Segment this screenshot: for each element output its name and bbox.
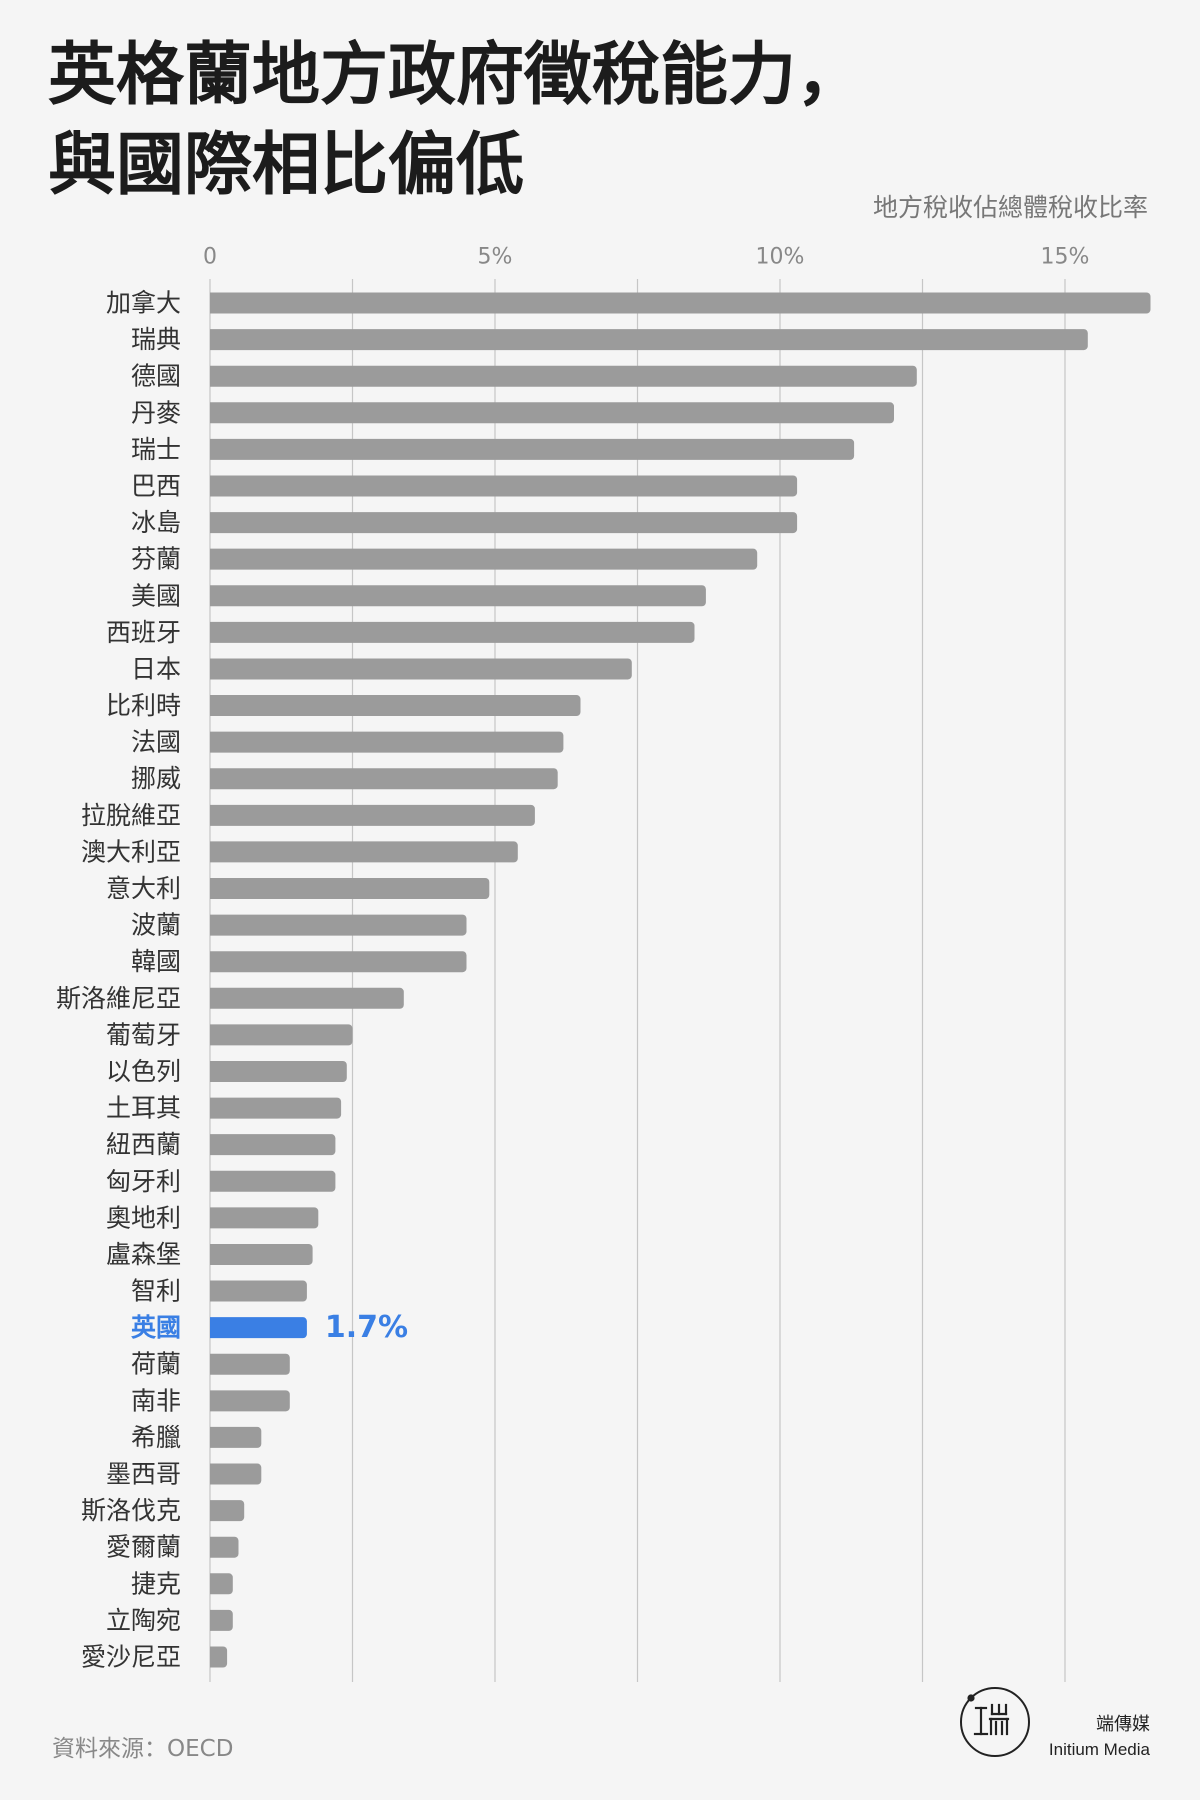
highlight-value-label: 1.7% xyxy=(325,1310,408,1345)
bar-25 xyxy=(210,1170,336,1192)
x-tick-label-3: 15% xyxy=(1041,245,1090,270)
category-label-33: 墨西哥 xyxy=(106,1460,181,1489)
category-label-20: 斯洛維尼亞 xyxy=(56,984,181,1013)
category-label-7: 冰島 xyxy=(131,508,181,537)
category-label-15: 拉脫維亞 xyxy=(81,801,181,830)
category-label-34: 斯洛伐克 xyxy=(81,1496,181,1525)
bar-37 xyxy=(210,1609,233,1631)
bar-15 xyxy=(210,804,535,826)
category-label-13: 法國 xyxy=(131,728,181,757)
chart-title-line-1: 英格蘭地方政府徵稅能力， xyxy=(48,36,865,115)
category-label-16: 澳大利亞 xyxy=(81,837,181,866)
bar-33 xyxy=(209,1463,262,1485)
bar-36 xyxy=(210,1573,233,1595)
category-label-1: 加拿大 xyxy=(106,289,181,318)
bar-5 xyxy=(210,438,855,460)
category-label-28: 智利 xyxy=(131,1277,181,1306)
category-label-32: 希臘 xyxy=(131,1423,181,1452)
bar-31 xyxy=(209,1390,290,1412)
category-label-23: 土耳其 xyxy=(106,1094,181,1123)
category-label-12: 比利時 xyxy=(106,691,181,720)
category-label-9: 美國 xyxy=(131,581,181,610)
bar-27 xyxy=(210,1243,313,1265)
bar-21 xyxy=(210,1024,353,1046)
bar-35 xyxy=(210,1536,239,1558)
brand-name-zh: 端傳媒 xyxy=(1096,1714,1150,1735)
category-label-19: 韓國 xyxy=(131,947,181,976)
bar-30 xyxy=(209,1353,290,1375)
category-label-37: 立陶宛 xyxy=(106,1606,181,1635)
x-tick-label-2: 10% xyxy=(756,245,805,270)
source-note: 資料來源：OECD xyxy=(52,1736,234,1762)
bar-11 xyxy=(210,658,632,680)
bar-10 xyxy=(210,621,695,643)
bar-32 xyxy=(209,1426,262,1448)
bar-4 xyxy=(210,402,894,424)
category-label-25: 匈牙利 xyxy=(106,1167,181,1196)
bar-24 xyxy=(210,1134,336,1156)
bar-34 xyxy=(210,1500,245,1522)
bar-29 xyxy=(210,1317,307,1339)
category-label-22: 以色列 xyxy=(106,1057,181,1086)
category-label-36: 捷克 xyxy=(131,1569,181,1598)
category-label-35: 愛爾蘭 xyxy=(106,1533,181,1562)
bar-6 xyxy=(210,475,798,497)
x-tick-label-1: 5% xyxy=(478,245,513,270)
chart-subtitle: 地方稅收佔總體稅收比率 xyxy=(872,193,1148,222)
bar-8 xyxy=(210,548,758,570)
category-label-21: 葡萄牙 xyxy=(106,1020,181,1049)
bar-12 xyxy=(210,695,581,717)
category-label-24: 紐西蘭 xyxy=(106,1130,181,1159)
category-label-5: 瑞士 xyxy=(131,435,181,464)
category-label-2: 瑞典 xyxy=(131,325,181,354)
category-label-3: 德國 xyxy=(131,362,181,391)
bar-13 xyxy=(210,731,564,753)
bar-16 xyxy=(210,841,518,863)
category-label-27: 盧森堡 xyxy=(106,1240,181,1269)
category-label-29: 英國 xyxy=(131,1313,181,1342)
bar-28 xyxy=(210,1280,307,1302)
category-label-4: 丹麥 xyxy=(131,398,181,427)
category-label-18: 波蘭 xyxy=(131,911,181,940)
x-tick-label-0: 0 xyxy=(203,245,217,270)
category-label-10: 西班牙 xyxy=(106,618,181,647)
category-label-17: 意大利 xyxy=(106,874,181,903)
category-label-38: 愛沙尼亞 xyxy=(81,1643,181,1672)
category-label-8: 芬蘭 xyxy=(131,545,181,574)
category-label-31: 南非 xyxy=(131,1386,181,1415)
category-label-30: 荷蘭 xyxy=(131,1350,181,1379)
category-label-26: 奧地利 xyxy=(106,1203,181,1232)
initium-logo xyxy=(960,1687,1030,1757)
bar-19 xyxy=(210,951,467,973)
bar-3 xyxy=(210,365,917,387)
bar-14 xyxy=(210,768,558,790)
bar-7 xyxy=(210,512,798,534)
bar-38 xyxy=(210,1646,228,1668)
category-label-11: 日本 xyxy=(131,654,181,683)
bar-9 xyxy=(210,585,706,607)
bar-26 xyxy=(209,1207,319,1229)
chart-title-line-2: 與國際相比偏低 xyxy=(48,126,525,205)
category-label-6: 巴西 xyxy=(131,471,181,500)
bar-17 xyxy=(210,878,490,900)
bar-18 xyxy=(210,914,467,936)
bar-2 xyxy=(210,329,1088,351)
bar-1 xyxy=(210,292,1151,314)
brand-name-en: Initium Media xyxy=(1048,1740,1150,1759)
bar-23 xyxy=(210,1097,342,1119)
bar-22 xyxy=(209,1060,347,1082)
category-label-14: 挪威 xyxy=(131,764,181,793)
bar-20 xyxy=(209,987,404,1009)
